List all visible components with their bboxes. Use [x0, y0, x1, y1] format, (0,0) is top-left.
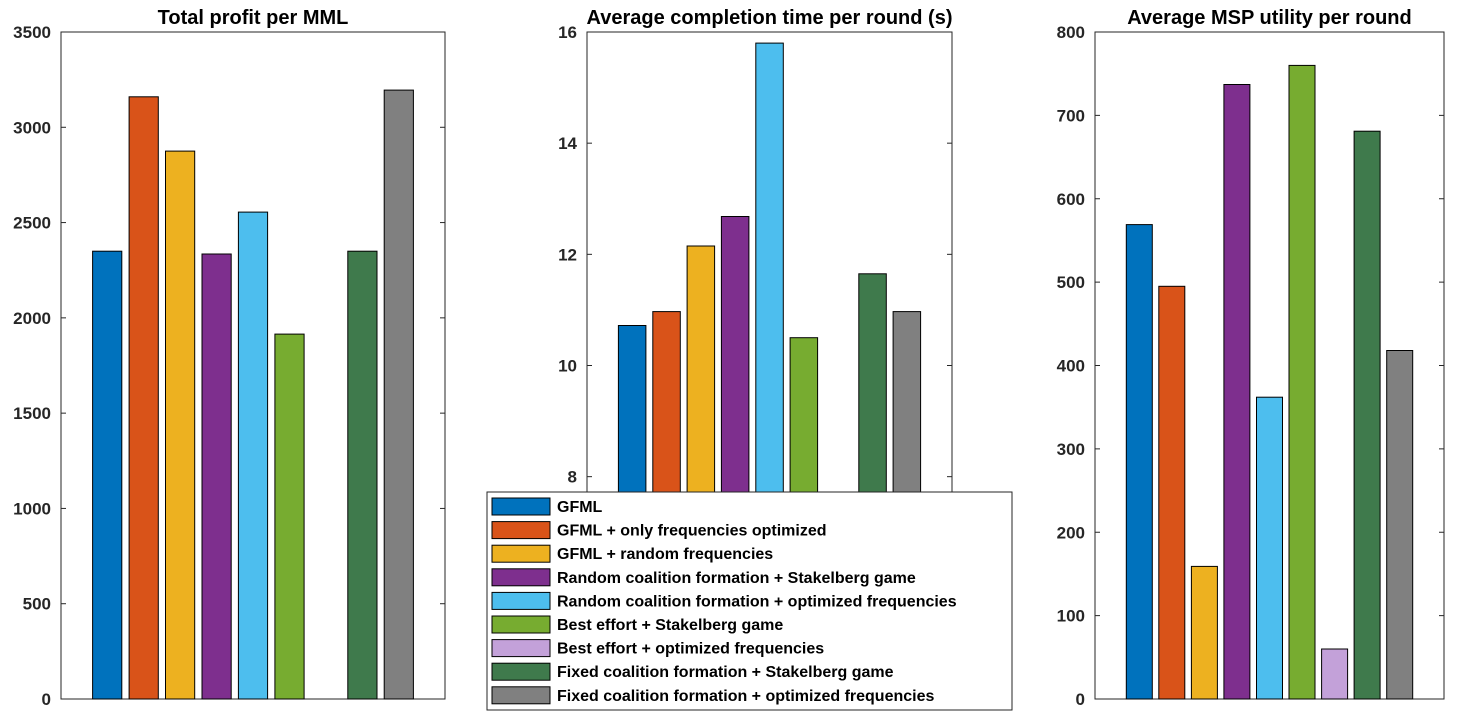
y-tick-label: 0	[42, 690, 51, 709]
y-tick-label: 300	[1057, 440, 1085, 459]
bar-8	[347, 250, 378, 700]
legend-swatch-9	[491, 686, 551, 705]
y-tick-label: 10	[558, 357, 577, 376]
y-tick-label: 500	[23, 595, 51, 614]
legend-swatch-4	[491, 568, 551, 587]
bar-3	[1190, 565, 1218, 700]
bar-2	[1158, 285, 1186, 700]
legend-label-8: Fixed coalition formation + Stakelberg g…	[557, 664, 894, 681]
chart-panel-3: Average MSP utility per round 0 100 200 300 4…	[1057, 7, 1445, 709]
y-tick-label: 14	[558, 134, 577, 153]
y-tick-label: 8	[568, 468, 577, 487]
legend-label-7: Best effort + optimized frequencies	[557, 641, 824, 658]
chart-panel-1: Total profit per MML 0 500 1000 1500 2000 2500…	[13, 7, 446, 709]
bar-5	[237, 211, 269, 700]
y-tick-label: 2000	[13, 309, 51, 328]
bar-5	[1256, 396, 1283, 700]
legend-label-3: GFML + random frequencies	[557, 546, 773, 563]
legend-swatch-5	[491, 591, 551, 610]
legend-swatch-6	[491, 615, 551, 634]
y-tick-label: 2500	[13, 214, 51, 233]
legend-label-5: Random coalition formation + optimized f…	[557, 593, 957, 610]
legend-swatch-1	[491, 497, 551, 516]
bar-7	[1321, 648, 1349, 700]
legend-swatch-2	[491, 521, 551, 540]
bar-4	[1223, 84, 1251, 700]
legend-box	[486, 491, 1013, 711]
legend-swatch-8	[491, 662, 551, 681]
y-tick-label: 12	[558, 245, 577, 264]
y-tick-label: 3500	[13, 23, 51, 42]
bar-9	[383, 89, 414, 700]
y-tick-label: 0	[1076, 690, 1085, 709]
legend-label-2: GFML + only frequencies optimized	[557, 523, 827, 540]
y-tick-label: 1500	[13, 404, 51, 423]
chart-title: Average MSP utility per round	[1127, 7, 1412, 29]
y-tick-label: 400	[1057, 357, 1085, 376]
bar-1	[92, 250, 123, 700]
bar-6	[274, 333, 305, 700]
bar-9	[1386, 350, 1414, 700]
y-tick-label: 100	[1057, 607, 1085, 626]
legend-label-9: Fixed coalition formation + optimized fr…	[557, 688, 934, 705]
chart-title: Average completion time per round (s)	[587, 7, 953, 29]
legend-label-4: Random coalition formation + Stakelberg …	[557, 570, 916, 587]
bar-6	[1288, 64, 1316, 700]
y-tick-label: 16	[558, 23, 577, 42]
y-tick-label: 700	[1057, 106, 1085, 125]
y-tick-label: 3000	[13, 118, 51, 137]
bar-8	[1353, 130, 1381, 700]
bar-2	[128, 96, 159, 700]
legend-swatch-3	[491, 544, 551, 563]
y-tick-label: 500	[1057, 273, 1085, 292]
bar-3	[165, 150, 196, 700]
y-tick-label: 200	[1057, 523, 1085, 542]
y-tick-label: 1000	[13, 499, 51, 518]
bar-1	[1125, 224, 1153, 700]
y-tick-label: 800	[1057, 23, 1085, 42]
legend-label-6: Best effort + Stakelberg game	[557, 617, 783, 634]
bar-4	[201, 253, 232, 700]
legend-label-1: GFML	[557, 499, 603, 516]
legend-swatch-7	[491, 639, 551, 658]
legend: GFML GFML + only frequencies optimized GFM…	[486, 491, 1013, 711]
y-tick-label: 600	[1057, 190, 1085, 209]
chart-panels: Total profit per MML05001000150020002500…	[13, 7, 1445, 709]
chart-title: Total profit per MML	[158, 7, 349, 29]
